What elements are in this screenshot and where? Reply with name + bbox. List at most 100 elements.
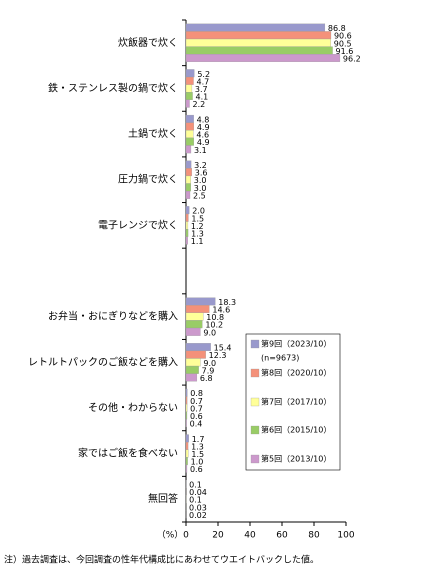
value-label: 1.2 — [191, 222, 204, 231]
bar — [185, 457, 188, 466]
value-label: 1.5 — [191, 450, 204, 459]
category-label: 土鍋で炊く — [128, 127, 178, 140]
value-label: 6.8 — [200, 374, 213, 383]
value-label: 9.0 — [203, 328, 216, 337]
value-label: 96.2 — [343, 55, 361, 64]
value-label: 0.6 — [190, 465, 203, 474]
bar — [185, 213, 189, 222]
bar — [185, 23, 326, 32]
bar — [185, 434, 189, 443]
bar — [185, 343, 211, 352]
category-label: 無回答 — [148, 492, 178, 505]
value-label: 3.0 — [194, 176, 207, 185]
value-label: 4.1 — [196, 93, 209, 102]
bar — [185, 297, 216, 306]
bar — [185, 122, 194, 131]
bar — [185, 145, 192, 154]
value-label: 0.03 — [189, 503, 207, 512]
x-tick-label: 40 — [244, 531, 256, 541]
bar — [185, 327, 201, 336]
bar — [185, 190, 191, 199]
category-label: 家ではご飯を食べない — [78, 447, 178, 460]
bar — [185, 312, 204, 321]
category-label: 電子レンジで炊く — [98, 218, 178, 231]
value-label: 0.6 — [190, 412, 203, 421]
bar — [185, 31, 332, 40]
category-label: その他・わからない — [88, 401, 178, 414]
x-axis-label: （%） — [157, 530, 184, 541]
bar — [185, 403, 188, 412]
value-label: 3.6 — [195, 169, 208, 178]
bar — [185, 236, 188, 245]
value-label: 1.7 — [192, 435, 205, 444]
bar — [185, 350, 206, 359]
bar — [185, 99, 190, 108]
bar — [185, 137, 194, 146]
value-label: 12.3 — [209, 351, 227, 360]
bar — [185, 38, 331, 47]
category-label: レトルトパックのご飯などを購入 — [28, 355, 178, 368]
bar — [185, 388, 188, 397]
value-label: 2.2 — [193, 100, 206, 109]
bar — [185, 175, 191, 184]
value-label: 3.0 — [194, 184, 207, 193]
legend-label: 第6回（2015/10） — [261, 425, 331, 435]
bar — [185, 130, 194, 139]
bar — [185, 464, 188, 473]
bar — [185, 396, 188, 405]
legend-swatch — [250, 368, 260, 378]
value-label: 4.6 — [196, 131, 209, 140]
bar — [185, 365, 199, 374]
value-label: 0.02 — [189, 511, 207, 520]
bar — [185, 449, 189, 458]
value-label: 1.3 — [191, 442, 204, 451]
legend-note: (n=9673) — [261, 354, 299, 363]
bar — [185, 358, 201, 367]
value-label: 3.7 — [195, 85, 208, 94]
value-label: 1.3 — [191, 229, 204, 238]
legend-label: 第7回（2017/10） — [261, 397, 331, 407]
value-label: 3.2 — [194, 161, 207, 170]
x-tick-label: 100 — [337, 531, 354, 541]
x-tick-label: 20 — [212, 531, 224, 541]
value-label: 2.5 — [193, 191, 206, 200]
footnote: 注）過去調査は、今回調査の性年代構成比にあわせてウエイトバックした値。 — [4, 554, 319, 566]
bar — [185, 76, 194, 85]
bar — [185, 114, 194, 123]
bar — [185, 183, 191, 192]
x-tick-label: 80 — [308, 531, 320, 541]
bar — [185, 221, 189, 230]
value-label: 4.8 — [197, 115, 210, 124]
value-label: 1.5 — [191, 214, 204, 223]
legend-swatch — [250, 454, 260, 464]
bar — [185, 206, 190, 215]
bar — [185, 54, 341, 62]
legend-label: 第8回（2020/10） — [261, 368, 331, 378]
value-label: 0.4 — [190, 420, 203, 429]
value-label: 15.4 — [214, 344, 232, 353]
value-label: 91.6 — [336, 47, 354, 56]
category-label: 炊飯器で炊く — [118, 36, 178, 49]
value-label: 0.7 — [190, 397, 203, 406]
bar — [185, 373, 198, 382]
legend-swatch — [250, 425, 260, 435]
bar — [185, 320, 203, 329]
value-label: 90.6 — [334, 32, 352, 41]
category-label: 圧力鍋で炊く — [118, 173, 178, 186]
x-tick-label: 60 — [276, 531, 288, 541]
value-label: 1.0 — [191, 458, 204, 467]
bar — [185, 229, 189, 237]
value-label: 10.2 — [205, 321, 223, 330]
value-label: 5.2 — [197, 70, 210, 79]
value-label: 1.1 — [191, 237, 204, 246]
value-label: 4.7 — [197, 77, 210, 86]
value-label: 10.8 — [206, 313, 224, 322]
value-label: 0.8 — [190, 389, 203, 398]
bar — [185, 46, 333, 55]
value-label: 3.1 — [194, 146, 207, 155]
bar — [185, 69, 195, 78]
value-label: 14.6 — [212, 306, 230, 315]
value-label: 0.1 — [189, 496, 202, 505]
legend-label: 第5回（2013/10） — [261, 454, 331, 464]
